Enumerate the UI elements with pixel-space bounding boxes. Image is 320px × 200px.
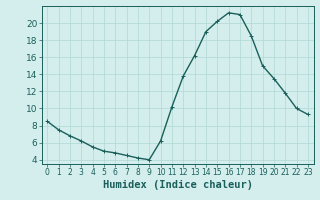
X-axis label: Humidex (Indice chaleur): Humidex (Indice chaleur) <box>103 180 252 190</box>
